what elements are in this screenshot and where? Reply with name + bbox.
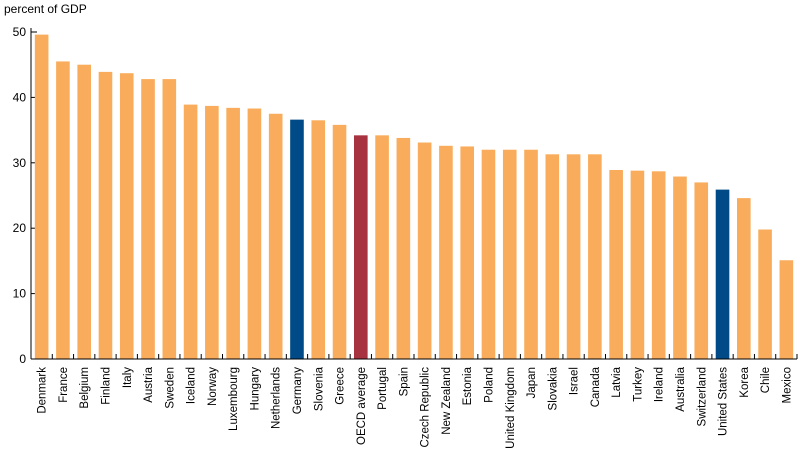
x-tick-label: Belgium (79, 367, 91, 409)
bar-united-states (715, 189, 730, 359)
x-tick-label: Ireland (654, 367, 666, 402)
y-tick-label: 20 (13, 221, 27, 235)
x-tick-label: Slovenia (313, 366, 325, 411)
bar-italy (119, 73, 134, 360)
bar-germany (290, 119, 304, 359)
x-tick-label: Denmark (37, 367, 49, 414)
x-tick-label: Iceland (186, 367, 198, 404)
x-tick-label: Finland (100, 367, 112, 405)
x-tick-label: United States (718, 367, 730, 436)
y-tick-label: 40 (13, 90, 27, 104)
x-tick-label: Luxembourg (228, 367, 240, 431)
bar-ireland (651, 171, 666, 359)
x-tick-label: Portugal (377, 367, 389, 410)
x-tick-label: Hungary (249, 367, 261, 411)
bar-belgium (77, 64, 92, 359)
bar-oecd-average (353, 135, 368, 359)
y-axis-label: percent of GDP (4, 2, 87, 16)
bar-korea (736, 198, 751, 359)
bar-japan (524, 149, 538, 359)
x-tick-label: OECD average (356, 367, 368, 445)
x-tick-label: Israel (569, 367, 581, 395)
bar-slovakia (545, 154, 560, 359)
bar-estonia (460, 146, 475, 359)
y-tick-label: 0 (19, 352, 26, 366)
x-tick-label: United Kingdom (505, 367, 517, 449)
x-tick-label: Italy (122, 367, 134, 388)
x-tick-label: Japan (526, 367, 538, 398)
bar-switzerland (694, 182, 709, 359)
bar-spain (396, 137, 411, 359)
x-tick-label: Latvia (611, 366, 623, 397)
x-tick-label: Korea (739, 366, 751, 397)
bar-sweden (162, 79, 177, 359)
bar-slovenia (311, 120, 326, 359)
x-tick-label: Sweden (164, 367, 176, 409)
bar-luxembourg (226, 107, 240, 359)
bar-australia (673, 176, 687, 359)
bar-turkey (630, 170, 645, 359)
x-tick-label: Greece (335, 367, 347, 405)
x-tick-label: Poland (483, 367, 495, 403)
bar-austria (141, 79, 155, 359)
x-tick-label: Turkey (632, 367, 644, 402)
x-tick-label: Estonia (462, 366, 474, 405)
bar-portugal (375, 135, 389, 359)
bar-norway (205, 105, 219, 359)
bar-chile (758, 229, 772, 359)
x-tick-label: Australia (675, 366, 687, 411)
x-tick-label: Switzerland (696, 367, 708, 426)
bar-new-zealand (439, 145, 453, 359)
bar-hungary (247, 108, 262, 359)
bar-israel (566, 154, 581, 359)
x-tick-label: Canada (590, 366, 602, 407)
bar-czech-republic (417, 142, 432, 359)
x-tick-label: Mexico (781, 367, 793, 403)
x-tick-label: Slovakia (547, 366, 559, 410)
bar-denmark (34, 34, 49, 360)
x-tick-label: Austria (143, 366, 155, 402)
y-tick-label: 10 (13, 287, 27, 301)
bar-iceland (183, 104, 198, 360)
bar-poland (481, 149, 496, 359)
x-tick-label: Czech Republic (420, 367, 432, 448)
bar-greece (332, 124, 347, 359)
x-tick-label: Chile (760, 367, 772, 393)
y-axis: 0 10 20 30 40 50 (13, 25, 37, 366)
x-tick-label: Spain (398, 367, 410, 396)
bar-finland (98, 71, 113, 360)
bar-france (56, 61, 70, 360)
bar-mexico (779, 260, 794, 359)
bars-group (34, 34, 794, 360)
bar-canada (588, 154, 602, 359)
y-tick-label: 30 (13, 156, 27, 170)
bar-latvia (609, 169, 623, 359)
y-tick-label: 50 (13, 25, 27, 39)
x-axis: Denmark France Belgium Finland Italy Austria S… (31, 354, 798, 449)
bar-united-kingdom (502, 149, 517, 359)
x-tick-label: Norway (207, 367, 219, 406)
x-tick-label: Netherlands (271, 367, 283, 429)
x-tick-label: Germany (292, 367, 304, 415)
bar-netherlands (268, 113, 283, 359)
x-tick-label: New Zealand (441, 367, 453, 435)
x-tick-label: France (58, 367, 70, 403)
